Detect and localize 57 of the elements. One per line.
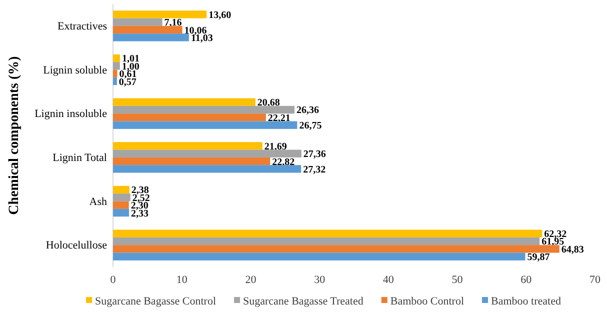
data-label: 22,21 [268,112,290,124]
bar [113,186,130,194]
bar [113,70,118,78]
y-axis-title: Chemical components (%) [7,56,22,215]
bar [113,106,295,114]
bar [113,245,560,253]
bar [113,62,120,70]
x-tick-label: 60 [520,274,532,286]
bar [113,194,130,202]
data-label: 26,36 [296,105,320,116]
bar [113,34,189,42]
data-label: 2,33 [131,208,149,220]
data-label: 27,32 [303,164,326,176]
y-tick-label: Lignin soluble [43,64,108,76]
legend-label: Bamboo Control [390,295,464,308]
bar [113,54,120,62]
data-label: 13,60 [208,10,232,21]
bar [113,237,540,246]
x-tick-label: 50 [452,274,464,286]
bar [113,208,130,217]
x-tick-label: 10 [176,274,188,286]
bar [113,165,302,173]
y-tick-label: Holocelullose [46,240,108,252]
bar [113,150,302,158]
bar [113,201,129,209]
bar [113,18,162,26]
y-tick-label: Ash [89,196,108,208]
data-label: 21,69 [264,141,287,152]
legend-label: Sugarcane Bagasse Control [95,295,216,308]
bar [113,114,266,122]
bar [113,230,542,238]
bar [113,157,270,166]
data-label: 7,16 [164,18,182,29]
data-label: 22,82 [272,156,295,168]
bar [113,121,298,129]
x-tick-label: 30 [314,274,326,286]
bar [113,252,526,260]
x-tick-label: 20 [245,274,257,286]
x-tick-label: 40 [382,274,394,286]
data-label: 64,83 [561,244,584,256]
bar [113,26,182,34]
data-label: 59,87 [527,252,550,264]
bar [113,98,256,106]
bar [113,10,207,18]
data-label: 26,75 [299,120,322,132]
y-tick-label: Extractives [58,20,107,32]
legend-label: Bamboo treated [491,295,562,308]
bar [113,142,262,150]
x-tick-label: 0 [110,274,116,286]
y-tick-label: Lignin insoluble [34,108,108,120]
y-tick-label: Lignin Total [52,152,107,164]
legend-label: Sugarcane Bagasse Treated [243,295,364,308]
data-label: 20,68 [257,98,280,109]
data-label: 27,36 [303,149,326,160]
x-tick-label: 70 [590,274,601,286]
data-label: 0,57 [118,76,136,88]
bar [113,77,117,86]
